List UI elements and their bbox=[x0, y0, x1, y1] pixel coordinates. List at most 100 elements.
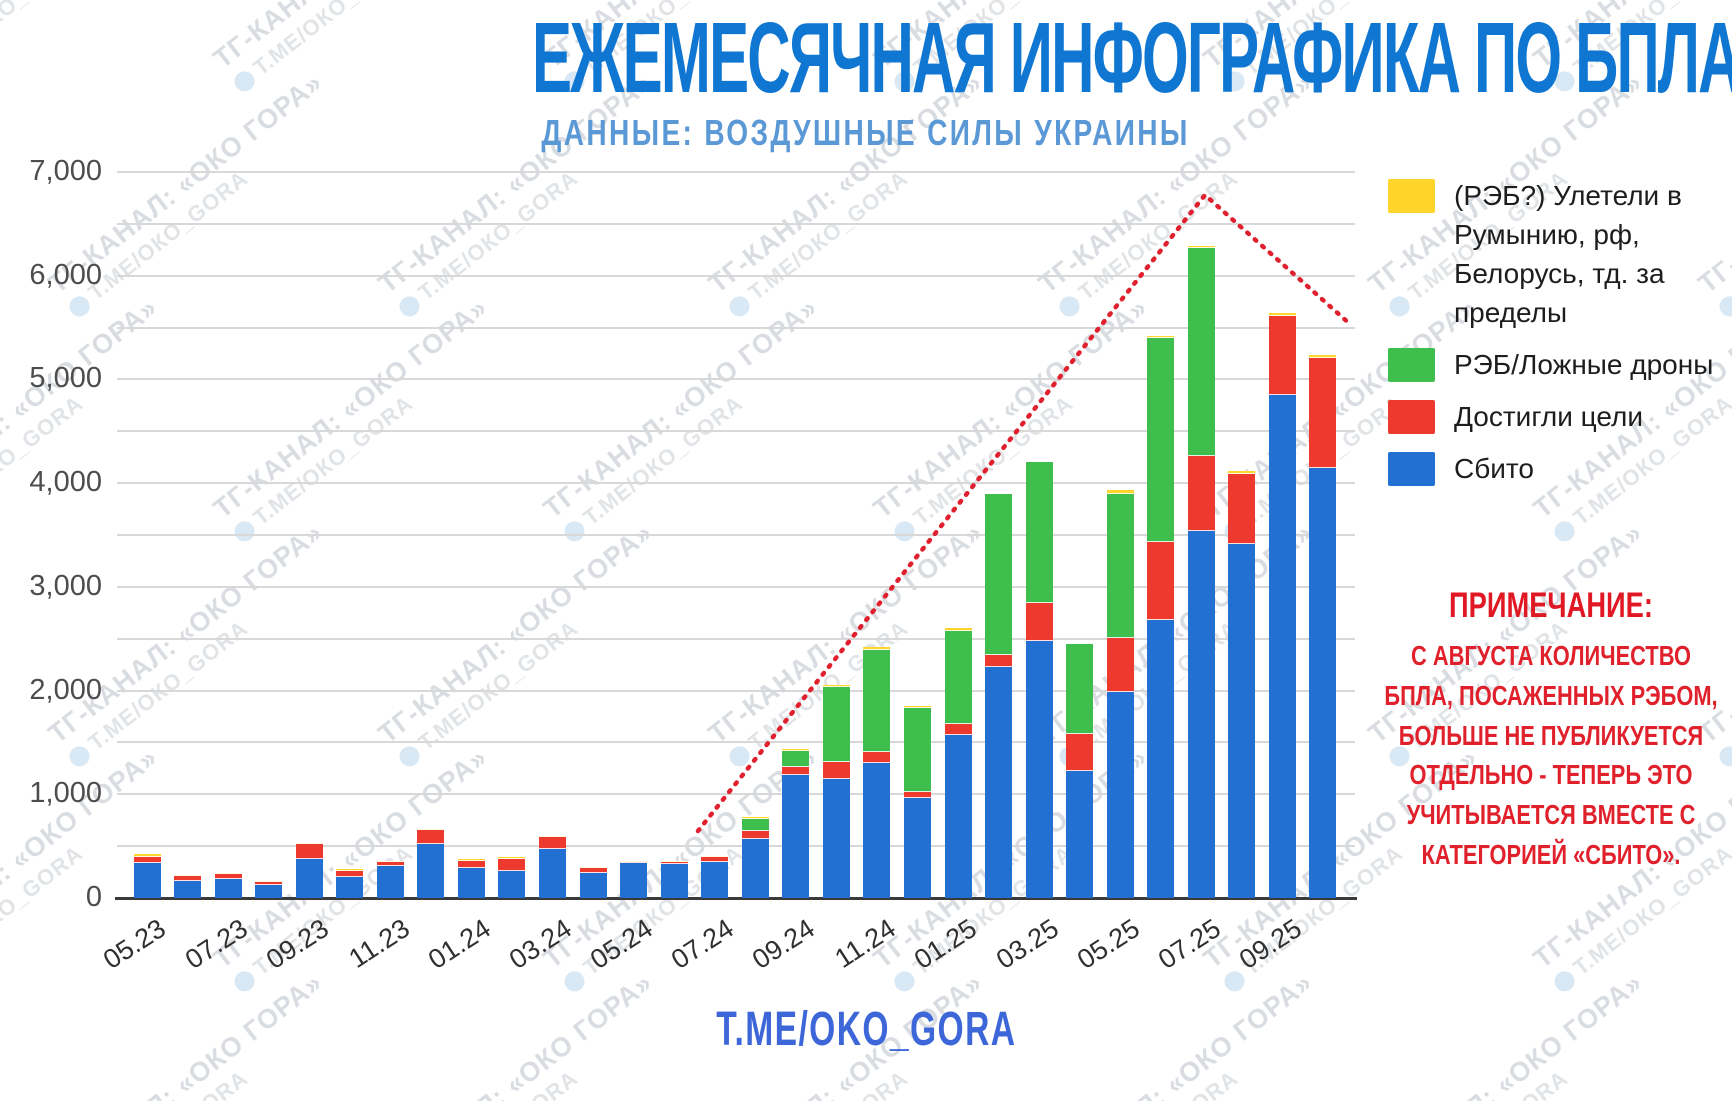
footer: T.ME/OKO_GORA bbox=[0, 1002, 1732, 1057]
bar-segment-10.23-Сбито bbox=[336, 876, 364, 898]
legend-item-Достигли цели: Достигли цели bbox=[1388, 397, 1732, 436]
bar-segment-01.24-Достигли цели bbox=[457, 861, 485, 868]
legend-label: Сбито bbox=[1454, 453, 1534, 484]
bar-03.24 bbox=[539, 835, 566, 898]
bar-segment-06.24-(РЭБ?) Улетели в Румынию, рф, Белорусь, тд. за пределы bbox=[660, 861, 688, 863]
bar-segment-11.24-РЭБ/Ложные дроны bbox=[863, 650, 891, 752]
bar-segment-08.25-Сбито bbox=[1228, 544, 1256, 898]
bar-04.25 bbox=[1066, 643, 1094, 898]
note-body: С АВГУСТА КОЛИЧЕСТВО БПЛА, ПОСАЖЕННЫХ РЭ… bbox=[1384, 640, 1718, 870]
bar-05.23 bbox=[133, 853, 161, 898]
y-axis-label-4000: 4,000 bbox=[29, 466, 102, 499]
bar-segment-09.23-Достигли цели bbox=[295, 844, 323, 860]
bar-10.25 bbox=[1309, 354, 1337, 898]
telegram-logo-icon bbox=[890, 967, 919, 996]
x-axis-line bbox=[115, 897, 1357, 900]
y-axis-label-0: 0 bbox=[85, 881, 102, 913]
page-subtitle: ДАННЫЕ: ВОЗДУШНЫЕ СИЛЫ УКРАИНЫ bbox=[0, 112, 1732, 154]
bar-segment-08.24-Достигли цели bbox=[741, 831, 769, 839]
bar-segment-12.23-(РЭБ?) Улетели в Румынию, рф, Белорусь, тд. за пределы bbox=[417, 828, 445, 830]
chart-plot-area bbox=[115, 171, 1357, 900]
page-title: ЕЖЕМЕСЯЧНАЯ ИНФОГРАФИКА ПО БПЛА SHAHED-1… bbox=[0, 8, 1732, 108]
note-title: ПРИМЕЧАНИЕ: bbox=[1449, 586, 1653, 625]
legend-swatch bbox=[1388, 179, 1435, 213]
bar-08.23 bbox=[255, 880, 283, 898]
bar-segment-04.25-Достигли цели bbox=[1066, 733, 1094, 771]
y-axis-label-6000: 6,000 bbox=[29, 258, 102, 291]
bar-01.25 bbox=[944, 628, 972, 898]
bar-segment-05.24-Сбито bbox=[620, 863, 648, 898]
x-axis-label-09.25: 09.25 bbox=[1130, 913, 1307, 975]
bar-09.25 bbox=[1268, 313, 1296, 898]
bar-06.24 bbox=[660, 861, 688, 898]
bar-segment-12.24-РЭБ/Ложные дроны bbox=[903, 708, 931, 792]
bar-06.23 bbox=[174, 875, 202, 898]
bar-segment-01.25-Сбито bbox=[944, 734, 972, 898]
bar-11.24 bbox=[863, 647, 891, 898]
telegram-logo-icon bbox=[1220, 967, 1249, 996]
bar-segment-05.23-Сбито bbox=[133, 862, 161, 898]
bar-segment-04.25-РЭБ/Ложные дроны bbox=[1066, 643, 1094, 734]
bar-segment-12.24-Сбито bbox=[903, 797, 931, 898]
bar-segment-03.24-(РЭБ?) Улетели в Румынию, рф, Белорусь, тд. за пределы bbox=[539, 835, 566, 837]
bar-segment-11.23-(РЭБ?) Улетели в Румынию, рф, Белорусь, тд. за пределы bbox=[376, 860, 404, 862]
bar-segment-10.24-Сбито bbox=[822, 779, 850, 898]
gridline-5500 bbox=[117, 326, 1355, 329]
bar-segment-06.23-(РЭБ?) Улетели в Румынию, рф, Белорусь, тд. за пределы bbox=[174, 875, 202, 877]
bar-02.24 bbox=[498, 856, 526, 898]
bar-08.25 bbox=[1228, 470, 1256, 898]
gridline-7000 bbox=[117, 171, 1355, 173]
bar-segment-03.25-Сбито bbox=[1025, 640, 1053, 898]
gridline-6500 bbox=[117, 222, 1355, 225]
telegram-logo-icon bbox=[1550, 967, 1579, 996]
page-title-text: ЕЖЕМЕСЯЧНАЯ ИНФОГРАФИКА ПО БПЛА SHAHED-1… bbox=[532, 2, 1732, 114]
bar-08.24 bbox=[741, 817, 769, 898]
bar-04.24 bbox=[579, 866, 607, 898]
bar-segment-06.25-РЭБ/Ложные дроны bbox=[1147, 337, 1175, 543]
bar-segment-01.24-Сбито bbox=[457, 867, 485, 898]
bar-segment-08.25-Достигли цели bbox=[1228, 473, 1256, 545]
bar-segment-10.24-РЭБ/Ложные дроны bbox=[822, 686, 850, 762]
bar-segment-08.23-(РЭБ?) Улетели в Румынию, рф, Белорусь, тд. за пределы bbox=[255, 880, 283, 883]
gridline-6000 bbox=[117, 274, 1355, 277]
bar-segment-05.25-Достигли цели bbox=[1106, 637, 1134, 692]
bar-segment-10.23-(РЭБ?) Улетели в Румынию, рф, Белорусь, тд. за пределы bbox=[336, 868, 364, 872]
bar-segment-05.24-(РЭБ?) Улетели в Румынию, рф, Белорусь, тд. за пределы bbox=[620, 860, 648, 862]
bar-segment-09.24-Сбито bbox=[782, 775, 810, 898]
bar-segment-02.24-Достигли цели bbox=[498, 859, 526, 872]
gridline-500 bbox=[117, 845, 1355, 848]
bar-segment-03.24-Сбито bbox=[539, 848, 566, 898]
bar-10.23 bbox=[336, 868, 364, 898]
bar-segment-05.23-Достигли цели bbox=[133, 856, 161, 863]
bar-segment-08.24-Сбито bbox=[741, 838, 769, 898]
bar-segment-03.25-РЭБ/Ложные дроны bbox=[1025, 462, 1053, 604]
y-axis-label-7000: 7,000 bbox=[29, 155, 102, 187]
bar-12.24 bbox=[903, 706, 931, 898]
bar-12.23 bbox=[417, 828, 445, 898]
bar-segment-02.24-Сбито bbox=[498, 871, 526, 898]
footer-channel-url: T.ME/OKO_GORA bbox=[715, 1003, 1017, 1056]
bar-segment-07.25-РЭБ/Ложные дроны bbox=[1187, 247, 1215, 457]
bar-segment-10.25-Сбито bbox=[1309, 467, 1337, 898]
bar-segment-05.25-РЭБ/Ложные дроны bbox=[1106, 493, 1134, 638]
bar-segment-01.25-Достигли цели bbox=[944, 723, 972, 735]
legend-swatch bbox=[1388, 452, 1435, 486]
legend-swatch bbox=[1388, 400, 1435, 434]
bar-segment-10.23-Достигли цели bbox=[336, 871, 364, 877]
bar-segment-09.25-Достигли цели bbox=[1268, 316, 1296, 395]
bar-segment-06.25-Сбито bbox=[1147, 620, 1175, 898]
legend-label: (РЭБ?) Улетели в Румынию, рф, Белорусь, … bbox=[1454, 180, 1682, 328]
bar-segment-06.23-Сбито bbox=[174, 880, 202, 898]
bar-11.23 bbox=[376, 860, 404, 898]
bar-segment-03.25-Достигли цели bbox=[1025, 603, 1053, 641]
bar-segment-09.25-Сбито bbox=[1268, 395, 1296, 898]
legend-label: Достигли цели bbox=[1454, 401, 1644, 432]
bar-segment-07.25-Сбито bbox=[1187, 530, 1215, 898]
bar-03.25 bbox=[1025, 462, 1053, 898]
bar-05.24 bbox=[620, 860, 648, 898]
bar-segment-08.23-Достигли цели bbox=[255, 882, 283, 886]
bar-segment-09.24-РЭБ/Ложные дроны bbox=[782, 750, 810, 767]
legend-swatch bbox=[1388, 348, 1435, 382]
bar-segment-11.24-Достигли цели bbox=[863, 751, 891, 763]
legend-label: РЭБ/Ложные дроны bbox=[1454, 349, 1714, 380]
